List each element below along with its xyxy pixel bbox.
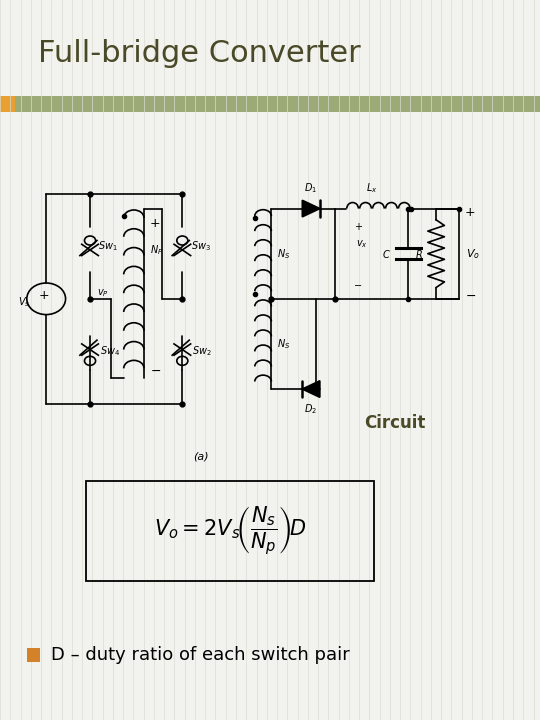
Polygon shape xyxy=(302,381,320,397)
Text: +: + xyxy=(38,289,49,302)
Text: $v_x$: $v_x$ xyxy=(356,238,368,250)
Text: $Sw_2$: $Sw_2$ xyxy=(192,345,212,359)
Bar xyxy=(86,481,374,581)
Polygon shape xyxy=(302,200,320,217)
Text: $-$: $-$ xyxy=(150,364,161,377)
Text: $N_S$: $N_S$ xyxy=(277,337,291,351)
Text: $N_S$: $N_S$ xyxy=(277,247,291,261)
Bar xyxy=(0,96,540,112)
Text: $V_o$: $V_o$ xyxy=(466,247,480,261)
Text: D – duty ratio of each switch pair: D – duty ratio of each switch pair xyxy=(51,646,350,664)
Text: $V_s$: $V_s$ xyxy=(18,296,30,310)
Text: $V_o = 2V_s\!\left(\dfrac{N_s}{N_p}\right)\!D$: $V_o = 2V_s\!\left(\dfrac{N_s}{N_p}\righ… xyxy=(154,505,306,557)
Text: $-$: $-$ xyxy=(353,279,362,289)
Text: +: + xyxy=(150,217,160,230)
Bar xyxy=(26,648,40,662)
Text: $C$: $C$ xyxy=(382,248,391,260)
Text: $L_x$: $L_x$ xyxy=(366,181,377,195)
Text: Circuit: Circuit xyxy=(364,414,426,432)
Text: Full-bridge Converter: Full-bridge Converter xyxy=(38,40,361,68)
Text: (a): (a) xyxy=(193,451,208,462)
Text: +: + xyxy=(354,222,362,233)
Text: $Sw_1$: $Sw_1$ xyxy=(98,239,118,253)
Text: $Sw_4$: $Sw_4$ xyxy=(100,345,120,359)
Text: $N_P$: $N_P$ xyxy=(150,243,164,257)
Text: $R$: $R$ xyxy=(415,248,423,260)
Text: $-$: $-$ xyxy=(465,289,476,302)
Bar xyxy=(0,96,15,112)
Text: $Sw_3$: $Sw_3$ xyxy=(191,239,211,253)
Text: $v_P$: $v_P$ xyxy=(97,287,109,299)
Text: +: + xyxy=(465,206,475,219)
Text: $D_1$: $D_1$ xyxy=(304,181,317,195)
Text: $D_2$: $D_2$ xyxy=(304,402,317,416)
